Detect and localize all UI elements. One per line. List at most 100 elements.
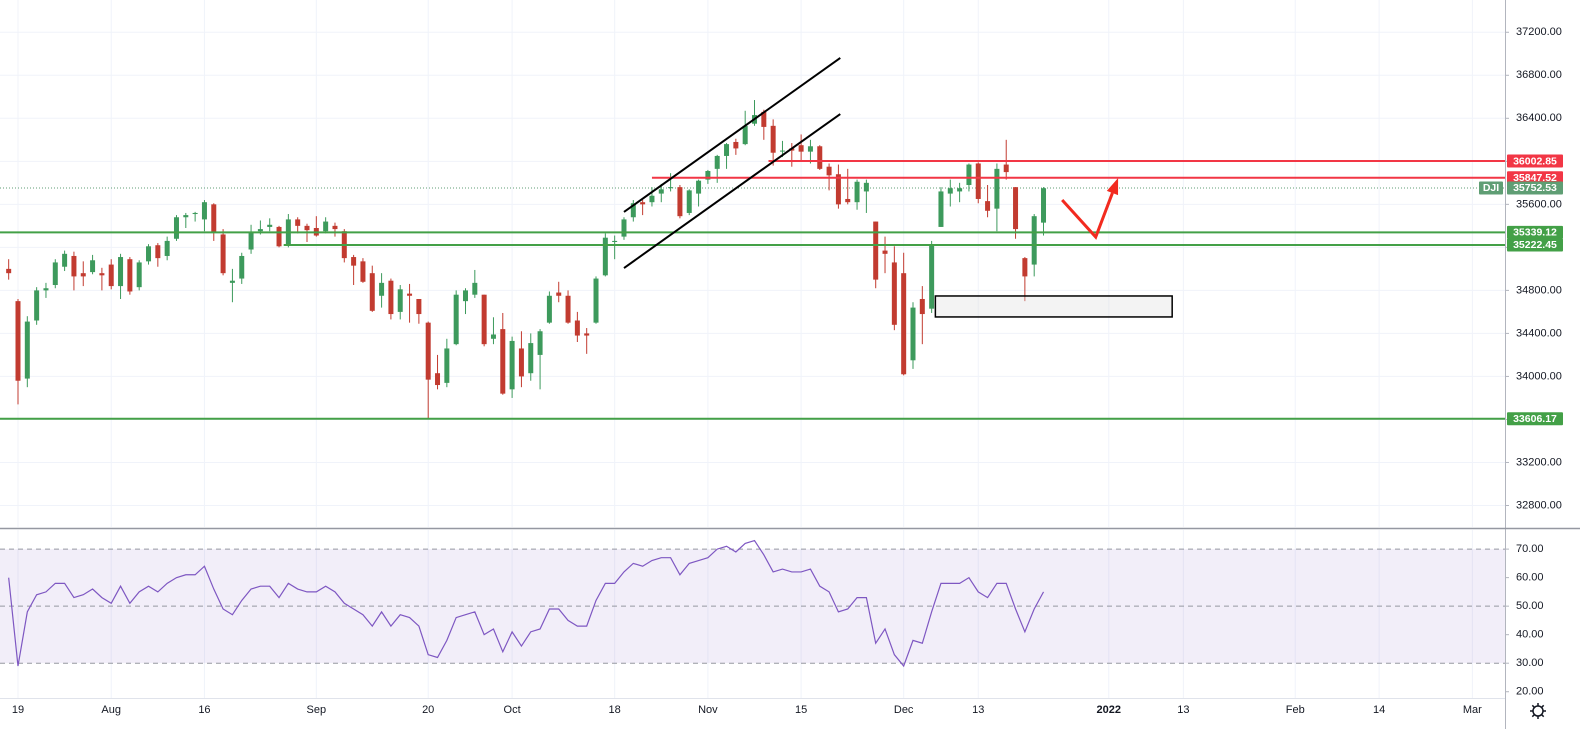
x-tick-label: Mar: [1463, 704, 1482, 716]
rsi-tick-label: 70.00: [1516, 543, 1544, 555]
price-panel: [0, 57, 1505, 420]
candle-body: [565, 295, 571, 323]
settings-button[interactable]: [1530, 703, 1546, 719]
candle-body: [593, 278, 599, 323]
candle-body: [192, 212, 198, 215]
x-tick-label: 14: [1373, 704, 1385, 716]
candle-body: [99, 273, 105, 276]
level-label: 33606.17: [1513, 413, 1557, 425]
candle-body: [360, 261, 366, 282]
rsi-panel: [0, 539, 1505, 668]
candle-body: [677, 187, 683, 217]
arrow-line: [1061, 192, 1114, 240]
candle-body: [481, 294, 487, 345]
candle-body: [369, 273, 375, 311]
rsi-tick-label: 40.00: [1516, 629, 1544, 641]
y-tick-label: 34000.00: [1516, 370, 1562, 382]
candle-body: [239, 255, 245, 279]
candle-body: [882, 250, 888, 254]
candle-body: [462, 290, 468, 302]
candle-body: [556, 292, 562, 296]
candle-body: [1022, 258, 1028, 277]
candle-body: [966, 164, 972, 185]
candle-body: [910, 307, 916, 361]
x-tick-label: 13: [1177, 704, 1189, 716]
candle-body: [435, 373, 441, 386]
x-tick-label: Sep: [307, 704, 327, 716]
candle-body: [873, 221, 879, 280]
y-tick-label: 36400.00: [1516, 112, 1562, 124]
candle-body: [686, 190, 692, 213]
x-tick-label: Feb: [1286, 704, 1305, 716]
x-tick-label: 15: [795, 704, 807, 716]
candle-body: [6, 268, 12, 274]
level-label-box: [1507, 412, 1563, 426]
candle-body: [826, 166, 832, 176]
candle-body: [919, 298, 925, 315]
candle-body: [584, 333, 590, 336]
candle-body: [742, 125, 748, 145]
candle-body: [407, 293, 413, 296]
candle-body: [183, 215, 189, 218]
candle-body: [34, 290, 40, 321]
candle-body: [994, 168, 1000, 209]
level-label-box: [1507, 238, 1563, 252]
candle-body: [602, 237, 608, 276]
level-label: 36002.85: [1513, 155, 1557, 167]
y-tick-label: 37200.00: [1516, 26, 1562, 38]
candle-body: [211, 204, 217, 233]
candle-body: [379, 282, 385, 296]
candle-body: [62, 253, 68, 267]
level-label-box: [1507, 225, 1563, 239]
candle-body: [929, 244, 935, 309]
symbol-box: [1479, 181, 1503, 195]
x-tick-label: 18: [609, 704, 621, 716]
candle-body: [425, 322, 431, 380]
candle-body: [975, 163, 981, 199]
candle-body: [351, 257, 357, 266]
trend-line: [623, 113, 841, 269]
level-label: 35339.12: [1513, 227, 1557, 239]
candle-body: [528, 343, 534, 374]
y-tick-label: 33200.00: [1516, 456, 1562, 468]
candle-body: [490, 334, 496, 339]
candle-body: [835, 174, 841, 205]
candle-body: [127, 259, 133, 292]
candle-body: [537, 331, 543, 355]
candle-body: [453, 294, 459, 345]
candle-body: [779, 150, 785, 152]
candle-body: [173, 217, 179, 239]
candle-body: [155, 245, 161, 259]
candle-body: [276, 226, 282, 247]
zone-box: [934, 295, 1173, 318]
candle-body: [295, 219, 301, 226]
rsi-tick-label: 60.00: [1516, 572, 1544, 584]
candle-body: [714, 155, 720, 169]
candle-body: [509, 340, 515, 390]
candle-body: [118, 257, 124, 287]
candle-body: [612, 240, 618, 242]
candle-body: [108, 264, 114, 287]
candle-body: [164, 240, 170, 256]
rsi-line: [8, 539, 1045, 668]
candle-body: [705, 171, 711, 180]
y-tick-label: 32800.00: [1516, 499, 1562, 511]
candle-body: [546, 295, 552, 323]
candle-body: [518, 348, 524, 377]
x-tick-label: 16: [198, 704, 210, 716]
x-tick-label: 19: [12, 704, 24, 716]
rsi-tick-label: 20.00: [1516, 686, 1544, 698]
candle-body: [630, 203, 636, 218]
candle-body: [304, 225, 310, 231]
candle-body: [80, 273, 86, 277]
candle-body: [388, 280, 394, 315]
candle-body: [416, 298, 422, 315]
candle-body: [901, 273, 907, 375]
y-tick-label: 34800.00: [1516, 284, 1562, 296]
rsi-tick-label: 50.00: [1516, 600, 1544, 612]
level-label-box: [1507, 154, 1563, 168]
y-tick-label: 36800.00: [1516, 69, 1562, 81]
symbol-label: DJI: [1483, 182, 1499, 194]
candle-body: [891, 262, 897, 325]
